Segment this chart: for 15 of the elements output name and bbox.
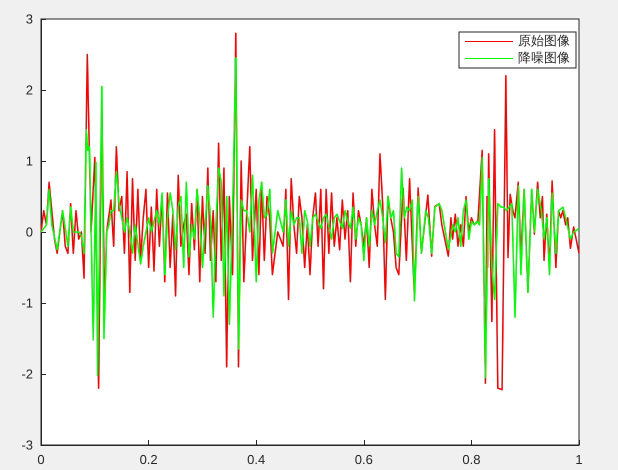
x-tick-label: 0 (37, 452, 45, 467)
x-tick-label: 0.4 (247, 452, 266, 467)
y-tick-label: -3 (21, 438, 33, 452)
y-tick-label: -2 (21, 366, 33, 382)
legend-label: 原始图像 (518, 34, 570, 49)
x-tick-label: 0.6 (354, 452, 373, 467)
y-tick-label: 2 (26, 82, 33, 98)
y-tick-label: 3 (26, 12, 33, 26)
legend-label: 降噪图像 (518, 51, 570, 66)
y-tick-label: -1 (21, 296, 33, 310)
x-tick-label: 1 (575, 452, 583, 467)
x-tick-label: 0.8 (462, 452, 480, 467)
y-tick-label: 1 (26, 154, 33, 168)
x-tick-label: 0.2 (140, 452, 158, 467)
y-tick-label: 0 (26, 224, 33, 240)
